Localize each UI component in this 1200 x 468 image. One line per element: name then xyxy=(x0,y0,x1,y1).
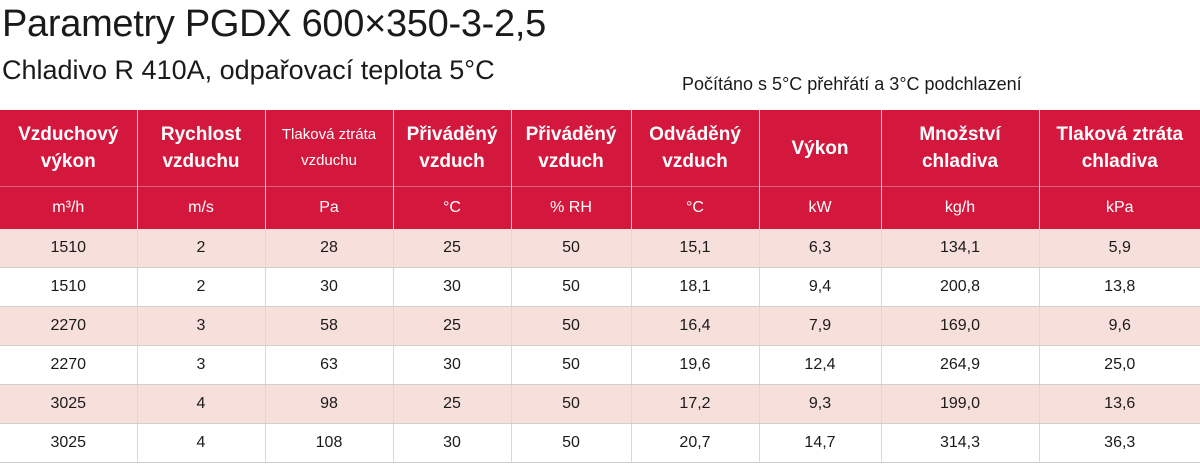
cell-air-pressure-drop: 63 xyxy=(265,345,394,385)
cell-air-velocity: 4 xyxy=(137,384,266,424)
cell-air-pressure-drop: 58 xyxy=(265,306,394,346)
cell-air-pressure-drop: 98 xyxy=(265,384,394,424)
cell-refrigerant-pressure-drop: 13,8 xyxy=(1039,267,1200,307)
unit-supply-air-rh: % RH xyxy=(511,186,632,229)
cell-air-volume: 1510 xyxy=(0,229,138,268)
cell-air-volume: 2270 xyxy=(0,345,138,385)
cell-exhaust-air-temp: 19,6 xyxy=(631,345,760,385)
header-refrigerant-pressure-drop: Tlaková ztráta chladiva xyxy=(1039,110,1200,187)
cell-supply-air-temp: 25 xyxy=(393,229,512,268)
cell-refrigerant-flow: 169,0 xyxy=(881,306,1040,346)
header-air-velocity: Rychlost vzduchu xyxy=(137,110,266,187)
cell-air-pressure-drop: 30 xyxy=(265,267,394,307)
table-row: 1510 2 28 25 50 15,1 6,3 134,1 5,9 xyxy=(0,229,1200,268)
cell-supply-air-temp: 30 xyxy=(393,267,512,307)
cell-air-pressure-drop: 108 xyxy=(265,423,394,463)
parameters-table: Vzduchový výkon Rychlost vzduchu Tlaková… xyxy=(0,110,1200,463)
cell-refrigerant-flow: 199,0 xyxy=(881,384,1040,424)
cell-air-velocity: 3 xyxy=(137,306,266,346)
cell-air-volume: 2270 xyxy=(0,306,138,346)
header-refrigerant-flow: Množství chladiva xyxy=(881,110,1040,187)
cell-supply-air-temp: 25 xyxy=(393,384,512,424)
unit-air-velocity: m/s xyxy=(137,186,266,229)
cell-refrigerant-flow: 314,3 xyxy=(881,423,1040,463)
calculation-note: Počítáno s 5°C přehřátí a 3°C podchlazen… xyxy=(682,74,1022,94)
cell-supply-air-temp: 30 xyxy=(393,345,512,385)
header-unit-row: m³/h m/s Pa °C % RH °C kW kg/h kPa xyxy=(0,186,1200,229)
cell-supply-air-rh: 50 xyxy=(511,384,632,424)
cell-refrigerant-pressure-drop: 5,9 xyxy=(1039,229,1200,268)
unit-refrigerant-flow: kg/h xyxy=(881,186,1040,229)
unit-exhaust-air-temp: °C xyxy=(631,186,760,229)
cell-exhaust-air-temp: 18,1 xyxy=(631,267,760,307)
page-subtitle: Chladivo R 410A, odpařovací teplota 5°C xyxy=(2,55,495,85)
cell-supply-air-rh: 50 xyxy=(511,306,632,346)
cell-supply-air-rh: 50 xyxy=(511,423,632,463)
cell-air-volume: 3025 xyxy=(0,423,138,463)
cell-supply-air-rh: 50 xyxy=(511,229,632,268)
cell-exhaust-air-temp: 15,1 xyxy=(631,229,760,268)
cell-refrigerant-pressure-drop: 36,3 xyxy=(1039,423,1200,463)
cell-refrigerant-flow: 264,9 xyxy=(881,345,1040,385)
cell-capacity: 7,9 xyxy=(759,306,882,346)
cell-air-velocity: 3 xyxy=(137,345,266,385)
cell-supply-air-rh: 50 xyxy=(511,345,632,385)
header-exhaust-air-temp: Odváděný vzduch xyxy=(631,110,760,187)
cell-refrigerant-pressure-drop: 9,6 xyxy=(1039,306,1200,346)
cell-air-volume: 3025 xyxy=(0,384,138,424)
cell-refrigerant-pressure-drop: 13,6 xyxy=(1039,384,1200,424)
header-air-volume: Vzduchový výkon xyxy=(0,110,138,187)
header-air-pressure-drop: Tlaková ztráta vzduchu xyxy=(265,110,394,187)
cell-refrigerant-flow: 200,8 xyxy=(881,267,1040,307)
cell-supply-air-temp: 30 xyxy=(393,423,512,463)
table-row: 3025 4 98 25 50 17,2 9,3 199,0 13,6 xyxy=(0,384,1200,424)
unit-supply-air-temp: °C xyxy=(393,186,512,229)
table-row: 2270 3 63 30 50 19,6 12,4 264,9 25,0 xyxy=(0,345,1200,385)
cell-exhaust-air-temp: 16,4 xyxy=(631,306,760,346)
cell-capacity: 6,3 xyxy=(759,229,882,268)
cell-air-pressure-drop: 28 xyxy=(265,229,394,268)
cell-refrigerant-flow: 134,1 xyxy=(881,229,1040,268)
table-row: 1510 2 30 30 50 18,1 9,4 200,8 13,8 xyxy=(0,267,1200,307)
header-supply-air-rh: Přiváděný vzduch xyxy=(511,110,632,187)
cell-capacity: 9,3 xyxy=(759,384,882,424)
table-row: 3025 4 108 30 50 20,7 14,7 314,3 36,3 xyxy=(0,423,1200,463)
cell-capacity: 14,7 xyxy=(759,423,882,463)
page-title: Parametry PGDX 600×350-3-2,5 xyxy=(2,3,546,45)
cell-air-velocity: 4 xyxy=(137,423,266,463)
unit-capacity: kW xyxy=(759,186,882,229)
cell-air-velocity: 2 xyxy=(137,267,266,307)
unit-air-volume: m³/h xyxy=(0,186,138,229)
table-row: 2270 3 58 25 50 16,4 7,9 169,0 9,6 xyxy=(0,306,1200,346)
cell-exhaust-air-temp: 17,2 xyxy=(631,384,760,424)
header-capacity: Výkon xyxy=(759,110,882,187)
header-label-row: Vzduchový výkon Rychlost vzduchu Tlaková… xyxy=(0,110,1200,187)
cell-capacity: 12,4 xyxy=(759,345,882,385)
cell-air-volume: 1510 xyxy=(0,267,138,307)
header-supply-air-temp: Přiváděný vzduch xyxy=(393,110,512,187)
cell-exhaust-air-temp: 20,7 xyxy=(631,423,760,463)
cell-air-velocity: 2 xyxy=(137,229,266,268)
cell-capacity: 9,4 xyxy=(759,267,882,307)
cell-refrigerant-pressure-drop: 25,0 xyxy=(1039,345,1200,385)
unit-refrigerant-pressure-drop: kPa xyxy=(1039,186,1200,229)
cell-supply-air-temp: 25 xyxy=(393,306,512,346)
unit-air-pressure-drop: Pa xyxy=(265,186,394,229)
cell-supply-air-rh: 50 xyxy=(511,267,632,307)
